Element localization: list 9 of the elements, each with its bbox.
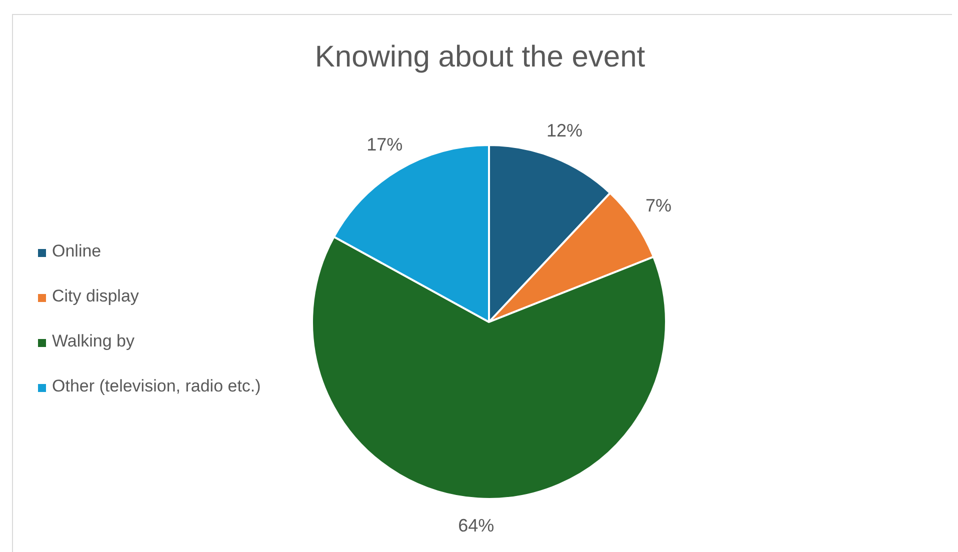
legend-label: City display [52, 286, 140, 306]
data-label: 12% [546, 120, 582, 140]
legend-label: Other (television, radio etc.) [52, 376, 261, 396]
legend-label: Walking by [52, 332, 136, 351]
data-label: 7% [646, 196, 672, 216]
data-label: 17% [366, 134, 403, 155]
chart-title: Knowing about the event [314, 40, 646, 74]
data-label: 64% [458, 516, 494, 536]
legend-label: Online [52, 242, 102, 261]
